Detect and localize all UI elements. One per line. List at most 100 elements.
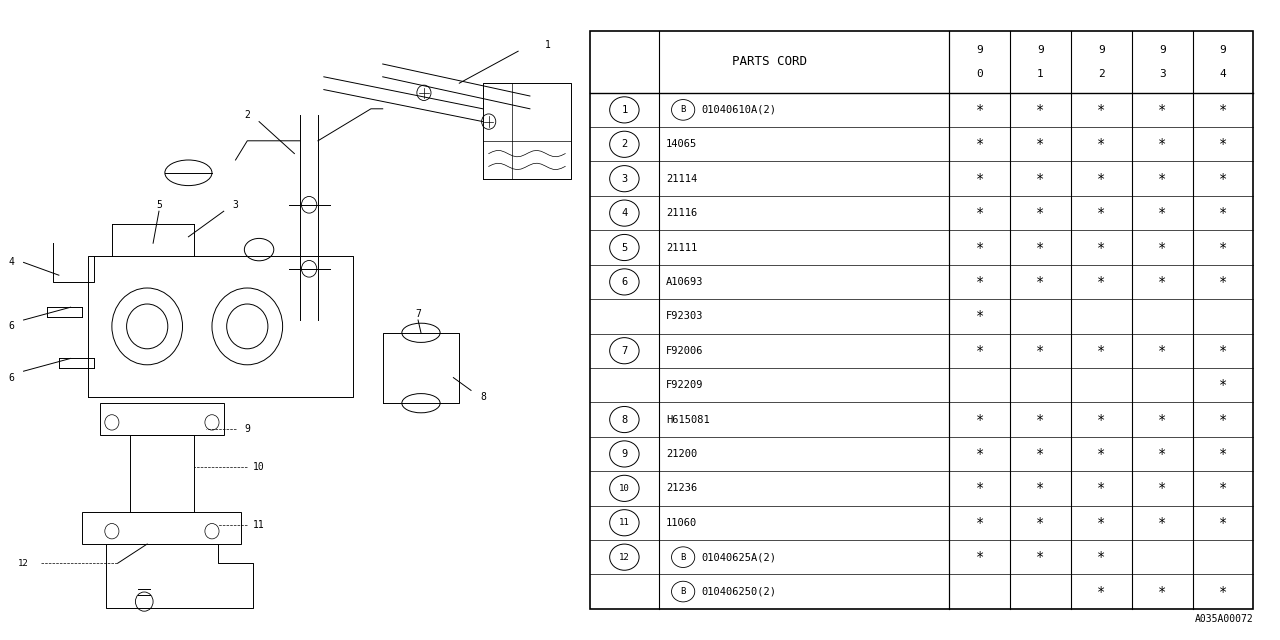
Text: 0: 0 bbox=[977, 69, 983, 79]
Text: *: * bbox=[1097, 172, 1106, 186]
Text: F92006: F92006 bbox=[666, 346, 703, 356]
Text: 9: 9 bbox=[1037, 45, 1044, 54]
Text: 4: 4 bbox=[1220, 69, 1226, 79]
Text: *: * bbox=[975, 447, 984, 461]
Text: *: * bbox=[1097, 447, 1106, 461]
Text: *: * bbox=[1219, 413, 1228, 426]
Text: *: * bbox=[1037, 447, 1044, 461]
Text: *: * bbox=[975, 516, 984, 530]
Text: *: * bbox=[975, 138, 984, 151]
Text: 1: 1 bbox=[545, 40, 550, 50]
Text: 4: 4 bbox=[9, 257, 14, 268]
Text: 1: 1 bbox=[621, 105, 627, 115]
Text: 10: 10 bbox=[620, 484, 630, 493]
Text: 9: 9 bbox=[1158, 45, 1166, 54]
Text: 2: 2 bbox=[244, 110, 250, 120]
Text: 6: 6 bbox=[9, 321, 14, 332]
Text: H615081: H615081 bbox=[666, 415, 709, 424]
Text: 11: 11 bbox=[253, 520, 265, 530]
Text: *: * bbox=[1037, 413, 1044, 426]
Text: *: * bbox=[1219, 584, 1228, 598]
Text: 3: 3 bbox=[233, 200, 238, 210]
Text: *: * bbox=[1037, 241, 1044, 255]
Text: *: * bbox=[975, 413, 984, 426]
Text: *: * bbox=[1219, 241, 1228, 255]
Text: B: B bbox=[681, 587, 686, 596]
Text: *: * bbox=[1097, 584, 1106, 598]
Text: *: * bbox=[1219, 447, 1228, 461]
Text: 8: 8 bbox=[480, 392, 485, 402]
Text: 14065: 14065 bbox=[666, 140, 698, 149]
Text: 2: 2 bbox=[621, 140, 627, 149]
Text: *: * bbox=[1219, 138, 1228, 151]
Text: *: * bbox=[975, 103, 984, 117]
Text: *: * bbox=[1158, 103, 1166, 117]
Text: *: * bbox=[1219, 275, 1228, 289]
Text: *: * bbox=[1158, 516, 1166, 530]
Text: *: * bbox=[1219, 172, 1228, 186]
Text: 11060: 11060 bbox=[666, 518, 698, 528]
Text: *: * bbox=[1219, 378, 1228, 392]
Text: 9: 9 bbox=[977, 45, 983, 54]
Text: *: * bbox=[975, 344, 984, 358]
Text: 5: 5 bbox=[156, 200, 161, 210]
Text: *: * bbox=[1097, 516, 1106, 530]
Text: *: * bbox=[975, 275, 984, 289]
Text: *: * bbox=[1097, 550, 1106, 564]
Text: 6: 6 bbox=[621, 277, 627, 287]
Text: *: * bbox=[1158, 138, 1166, 151]
Text: 12: 12 bbox=[18, 559, 29, 568]
Text: *: * bbox=[1037, 275, 1044, 289]
Text: *: * bbox=[1097, 103, 1106, 117]
Text: *: * bbox=[975, 309, 984, 323]
Text: *: * bbox=[975, 550, 984, 564]
Text: 21236: 21236 bbox=[666, 483, 698, 493]
Text: B: B bbox=[681, 106, 686, 115]
Text: *: * bbox=[1158, 413, 1166, 426]
Text: *: * bbox=[1219, 103, 1228, 117]
Text: *: * bbox=[1158, 447, 1166, 461]
Text: 21116: 21116 bbox=[666, 208, 698, 218]
Text: *: * bbox=[1158, 344, 1166, 358]
Text: B: B bbox=[681, 553, 686, 562]
Text: 21200: 21200 bbox=[666, 449, 698, 459]
Text: *: * bbox=[975, 241, 984, 255]
Text: 2: 2 bbox=[1098, 69, 1105, 79]
Text: *: * bbox=[1097, 206, 1106, 220]
Text: *: * bbox=[975, 206, 984, 220]
Text: *: * bbox=[1037, 481, 1044, 495]
Text: 4: 4 bbox=[621, 208, 627, 218]
Text: *: * bbox=[1037, 344, 1044, 358]
Text: *: * bbox=[975, 172, 984, 186]
Text: 3: 3 bbox=[621, 173, 627, 184]
Text: *: * bbox=[1037, 172, 1044, 186]
Text: F92209: F92209 bbox=[666, 380, 703, 390]
Text: *: * bbox=[1037, 516, 1044, 530]
Text: *: * bbox=[975, 481, 984, 495]
Text: 010406250(2): 010406250(2) bbox=[701, 587, 777, 596]
Text: *: * bbox=[1158, 241, 1166, 255]
Text: 9: 9 bbox=[244, 424, 250, 434]
Text: 10: 10 bbox=[253, 462, 265, 472]
Text: 6: 6 bbox=[9, 372, 14, 383]
Text: *: * bbox=[1219, 516, 1228, 530]
Text: *: * bbox=[1097, 241, 1106, 255]
Text: 01040625A(2): 01040625A(2) bbox=[701, 552, 777, 562]
Text: 21111: 21111 bbox=[666, 243, 698, 253]
Text: *: * bbox=[1037, 103, 1044, 117]
Text: *: * bbox=[1158, 481, 1166, 495]
Text: *: * bbox=[1097, 275, 1106, 289]
Text: 21114: 21114 bbox=[666, 173, 698, 184]
Text: *: * bbox=[1097, 481, 1106, 495]
Text: *: * bbox=[1158, 275, 1166, 289]
Text: *: * bbox=[1158, 584, 1166, 598]
Text: 1: 1 bbox=[1037, 69, 1044, 79]
Text: PARTS CORD: PARTS CORD bbox=[732, 56, 806, 68]
Text: 9: 9 bbox=[1220, 45, 1226, 54]
Text: *: * bbox=[1219, 481, 1228, 495]
Text: *: * bbox=[1097, 138, 1106, 151]
Text: 8: 8 bbox=[621, 415, 627, 424]
Text: 01040610A(2): 01040610A(2) bbox=[701, 105, 777, 115]
Text: *: * bbox=[1097, 413, 1106, 426]
Text: 11: 11 bbox=[620, 518, 630, 527]
